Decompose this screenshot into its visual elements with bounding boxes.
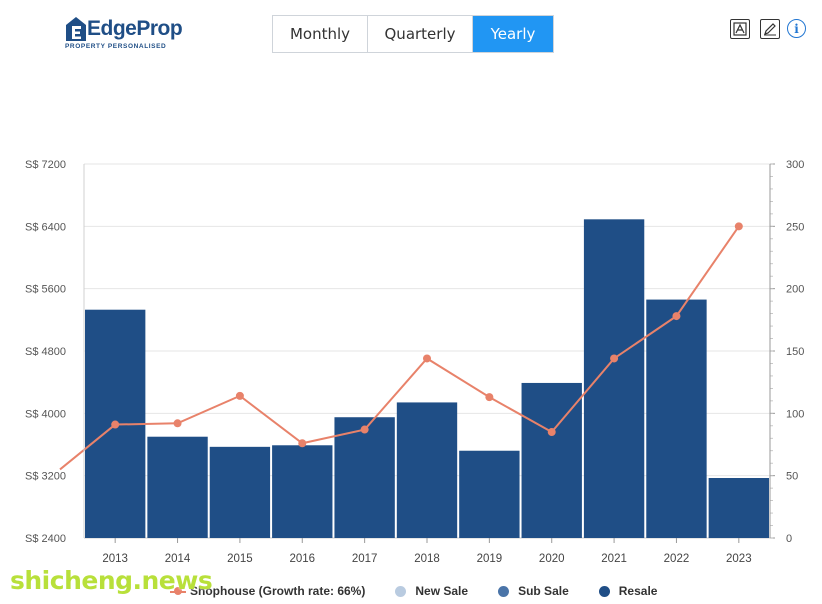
bar-resale — [646, 299, 707, 538]
tab-quarterly[interactable]: Quarterly — [368, 16, 473, 52]
x-tick-label: 2017 — [352, 553, 378, 565]
bar-resale — [334, 417, 395, 538]
x-tick-label: 2023 — [726, 553, 752, 565]
growth-point — [111, 420, 120, 429]
bar-resale — [583, 219, 645, 538]
info-icon[interactable]: i — [787, 19, 806, 38]
logo-tagline: PROPERTY PERSONALISED — [65, 43, 167, 50]
pencil-icon[interactable] — [760, 19, 780, 39]
x-tick-label: 2019 — [477, 553, 503, 565]
y-left-tick-label: S$ 4000 — [25, 408, 66, 420]
logo-brand-text: EdgeProp — [87, 17, 183, 40]
growth-line — [59, 222, 743, 471]
legend-item-resale[interactable]: Resale — [598, 584, 658, 598]
growth-point — [485, 393, 494, 402]
bar-resale — [459, 450, 520, 538]
y-right-tick-label: 250 — [786, 221, 804, 233]
pencil-glyph — [764, 23, 776, 36]
y-left-tick-label: S$ 4800 — [25, 346, 66, 358]
x-tick-label: 2022 — [664, 553, 690, 565]
x-tick-label: 2018 — [414, 553, 440, 565]
y-left-tick-label: S$ 7200 — [25, 159, 66, 171]
growth-point — [235, 391, 244, 400]
legend-label-new-sale: New Sale — [415, 584, 469, 598]
period-selector: Monthly Quarterly Yearly — [272, 15, 554, 53]
legend-item-new-sale[interactable]: New Sale — [395, 584, 468, 598]
tab-monthly[interactable]: Monthly — [273, 16, 368, 52]
legend-item-shophouse[interactable]: Shophouse (Growth rate: 66%) — [170, 584, 365, 598]
legend-dot-new-sale — [395, 585, 407, 597]
legend-label-resale: Resale — [618, 584, 658, 598]
legend-item-sub-sale[interactable]: Sub Sale — [498, 584, 569, 598]
y-right-tick-label: 200 — [786, 284, 804, 296]
y-right-tick-label: 50 — [786, 471, 798, 483]
resale-bars — [85, 219, 769, 538]
growth-point — [610, 354, 619, 363]
growth-point — [298, 439, 307, 448]
legend-label-shophouse: Shophouse (Growth rate: 66%) — [190, 584, 366, 598]
x-tick-label: 2015 — [227, 553, 253, 565]
tab-yearly[interactable]: Yearly — [473, 16, 553, 52]
x-tick-label: 2020 — [539, 553, 565, 565]
watermark-text: shicheng.news — [10, 566, 213, 595]
y-right-tick-label: 0 — [786, 533, 792, 545]
y-right-tick-label: 100 — [786, 408, 804, 420]
legend-label-sub-sale: Sub Sale — [518, 584, 569, 598]
bar-resale — [272, 445, 333, 538]
image-export-glyph — [733, 22, 747, 36]
legend-dot-sub-sale — [498, 585, 510, 597]
bar-resale — [396, 402, 458, 538]
growth-point — [360, 425, 369, 434]
legend-line-symbol — [170, 586, 186, 597]
growth-point — [173, 419, 182, 428]
legend-dot-resale — [598, 585, 610, 597]
y-left-tick-label: S$ 6400 — [25, 221, 66, 233]
growth-point — [423, 354, 431, 363]
growth-line-path — [59, 225, 740, 471]
house-logo-icon — [66, 17, 86, 41]
growth-point — [734, 222, 743, 231]
y-right-tick-label: 150 — [786, 346, 804, 358]
x-tick-label: 2021 — [601, 553, 627, 565]
x-tick-label: 2016 — [289, 553, 315, 565]
y-left-tick-label: S$ 3200 — [25, 471, 66, 483]
y-right-tick-label: 300 — [786, 159, 804, 171]
y-left-tick-label: S$ 5600 — [25, 284, 66, 296]
chart-axes: S$ 2400 S$ 3200 S$ 4000 S$ 4800 S$ 5600 S$ 64… — [25, 159, 804, 565]
growth-point — [672, 312, 681, 321]
x-tick-label: 2013 — [102, 553, 128, 565]
x-tick-label: 2014 — [165, 553, 191, 565]
bar-resale — [209, 446, 271, 538]
chart-legend: Shophouse (Growth rate: 66%) New Sale Su… — [170, 582, 687, 600]
growth-point — [547, 428, 556, 437]
bar-resale — [147, 436, 208, 538]
image-export-icon[interactable] — [730, 19, 750, 39]
bar-resale — [708, 478, 769, 538]
y-left-tick-label: S$ 2400 — [25, 533, 66, 545]
edgeprop-logo[interactable]: EdgeProp PROPERTY PERSONALISED — [65, 14, 183, 54]
